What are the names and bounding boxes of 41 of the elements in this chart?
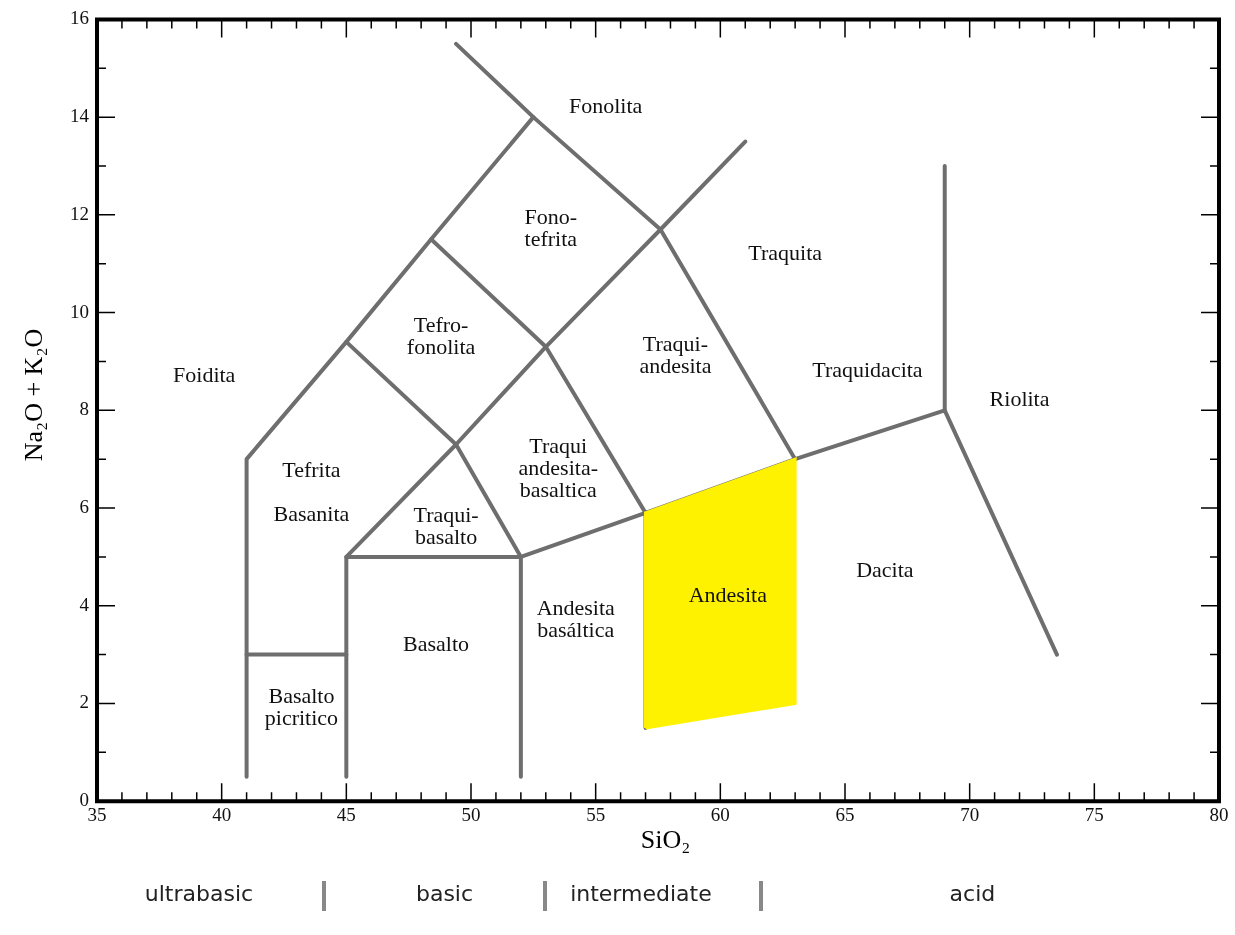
annotation: Traqui- andesita [639, 331, 712, 379]
annotation: Traqui andesita- basaltica [518, 432, 598, 502]
x-tick-label: 35 [87, 803, 107, 825]
text: basic [415, 881, 474, 906]
annotation: Dacita [856, 557, 914, 583]
y-tick-label: 6 [79, 496, 89, 518]
x-tick-label: 40 [212, 803, 232, 825]
x-tick-label: 75 [1084, 803, 1104, 825]
y-tick-label: 14 [70, 105, 90, 127]
annotation: Traquita [748, 239, 823, 265]
y-axis-title: Na₂O + K₂O [19, 328, 49, 462]
x-tick-label: 80 [1209, 803, 1229, 825]
x-tick-label: 65 [835, 803, 855, 825]
annotation: Tefrita Basanita [273, 457, 350, 527]
annotation: Riolita [989, 386, 1050, 412]
annotation: Fono- tefrita [524, 204, 578, 252]
annotation: Traquidacita [812, 356, 923, 382]
x-tick-label: 55 [586, 803, 606, 825]
annotation: Andesita basáltica [536, 595, 616, 643]
annotation: Tefro- fonolita [406, 311, 476, 359]
y-tick-label: 16 [70, 7, 89, 29]
y-tick-label: 12 [70, 202, 89, 224]
annotation: Traqui- basalto [413, 502, 479, 550]
x-tick-label: 60 [710, 803, 730, 825]
annotation: Foidita [173, 361, 236, 387]
y-tick-label: 4 [79, 593, 90, 615]
x-tick-label: 45 [336, 803, 356, 825]
text: intermediate [570, 881, 712, 906]
text: ultrabasic [144, 881, 254, 906]
y-tick-label: 0 [79, 789, 89, 811]
y-tick-label: 2 [79, 691, 89, 713]
annotation: Fonolita [568, 93, 643, 119]
annotation: Basalto [403, 630, 470, 656]
x-tick-label: 50 [461, 803, 481, 825]
x-axis-title: SiO₂ [639, 825, 692, 855]
annotation: Andesita [688, 581, 768, 607]
annotation: Basalto picritico [264, 683, 339, 731]
y-tick-label: 8 [79, 398, 89, 420]
y-tick-label: 10 [70, 300, 89, 322]
text: acid [949, 881, 996, 906]
x-tick-label: 70 [960, 803, 980, 825]
